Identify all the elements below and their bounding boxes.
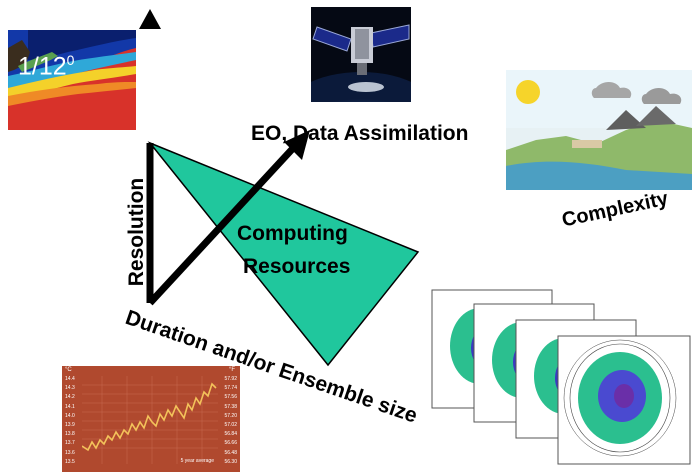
ensemble-maps-image [431,289,691,465]
climate-system-image [506,70,692,190]
satellite-image [311,7,411,102]
eo-arrow-head [284,130,310,160]
top-arrow-head [139,9,161,29]
resolution-value: 1/12 [18,52,67,81]
fahrenheit-unit: °F [228,367,235,373]
resources-label: Resources [243,255,351,278]
computing-resources-triangle [147,141,420,367]
temperature-line [82,382,217,452]
temperature-chart: °C °F 14.4 14.3 14.2 14.1 14.0 13.9 13.8 13.… [62,366,240,472]
eo-data-assimilation-axis [147,142,299,306]
ensemble-maps-stack [430,288,692,468]
fahrenheit-ticks: 57.92 57.74 57.56 57.38 57.20 57.02 56.84 56… [224,376,237,465]
celsius-unit: °C [65,367,72,373]
resolution-superscript: 0 [66,52,75,68]
computing-label: Computing [237,222,348,245]
eo-data-assimilation-label: EO, Data Assimilation [251,122,469,145]
resolution-label: Resolution [125,177,148,287]
satellite-icon [311,7,411,102]
ocean-resolution-map: 1/120 [8,30,136,130]
temperature-plot [82,376,218,464]
celsius-ticks: 14.4 14.3 14.2 14.1 14.0 13.9 13.8 13.7 13.6… [65,376,75,465]
climate-system-illustration [506,70,692,190]
chart-legend: 5 year average [180,458,214,464]
ocean-map-image [8,30,136,130]
